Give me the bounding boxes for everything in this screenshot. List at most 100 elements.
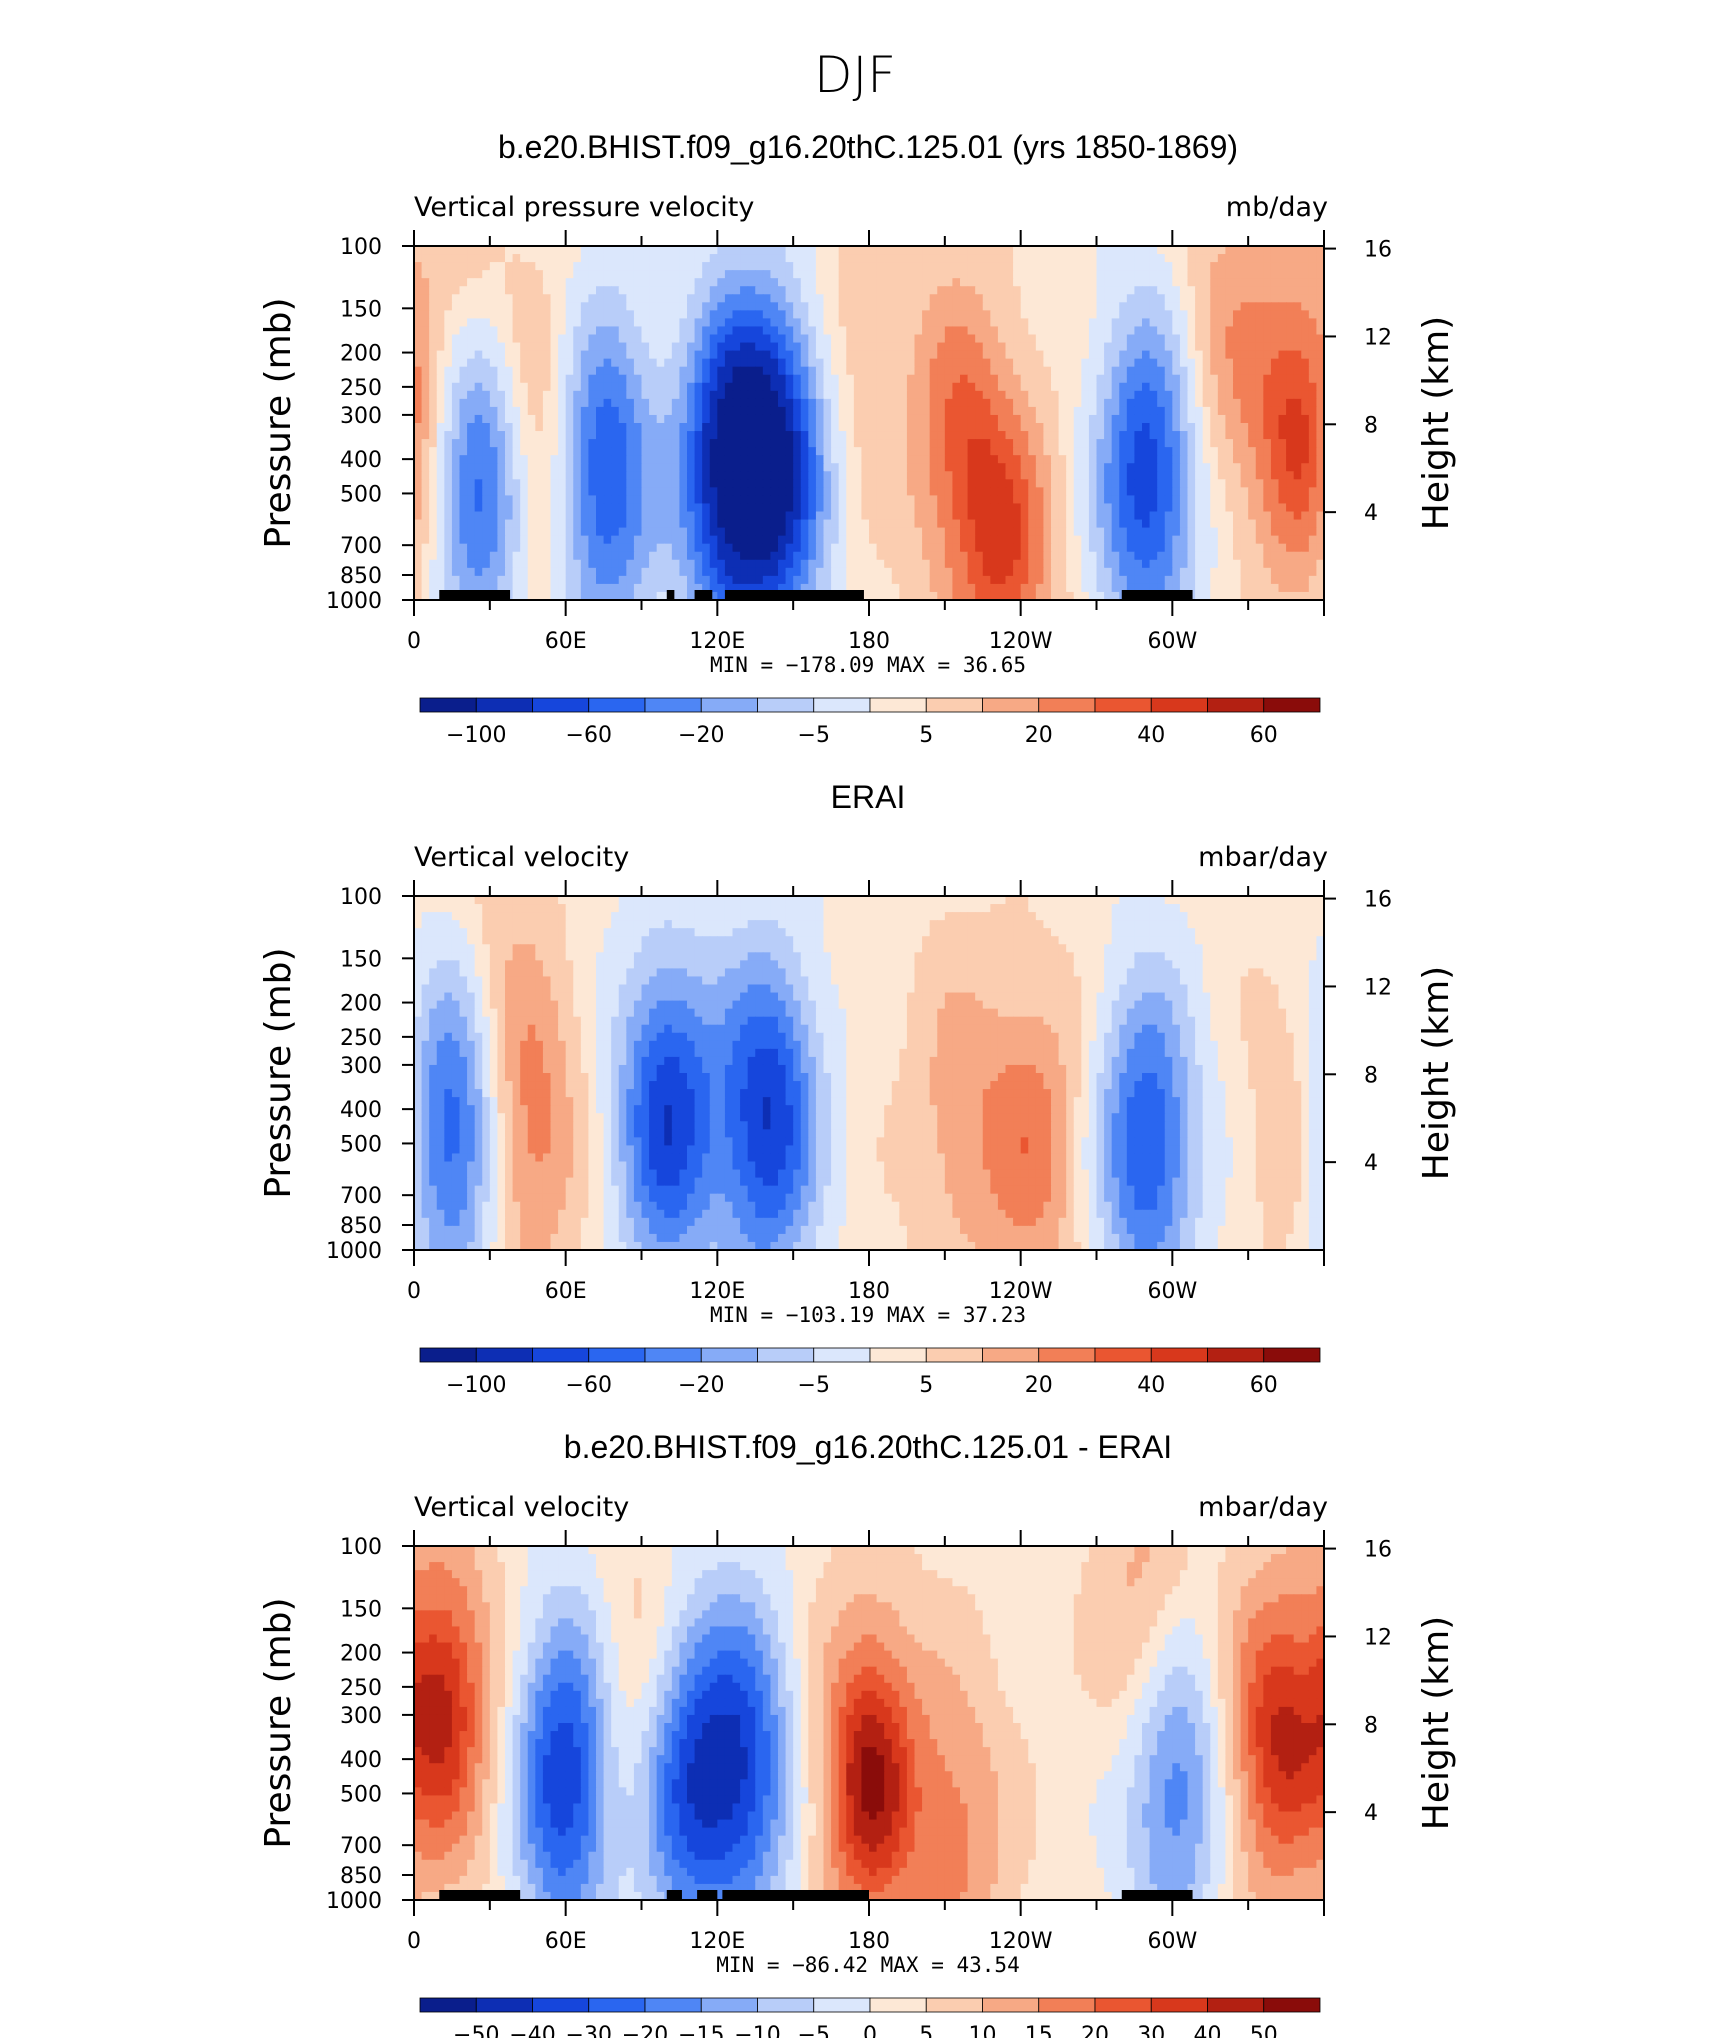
field-cell bbox=[1278, 567, 1287, 577]
field-cell bbox=[808, 278, 817, 287]
field-cell bbox=[1066, 310, 1075, 320]
field-cell bbox=[770, 423, 779, 432]
field-cell bbox=[876, 414, 885, 424]
field-cell bbox=[596, 503, 605, 513]
field-cell bbox=[596, 423, 605, 432]
field-cell bbox=[497, 535, 506, 545]
field-cell bbox=[1081, 495, 1090, 505]
field-cell bbox=[808, 342, 817, 352]
field-cell bbox=[1066, 543, 1075, 553]
field-cell bbox=[1202, 262, 1211, 271]
field-cell bbox=[1293, 519, 1302, 529]
field-cell bbox=[937, 270, 946, 279]
field-cell bbox=[990, 447, 999, 456]
field-cell bbox=[679, 431, 688, 440]
field-cell bbox=[1263, 382, 1272, 392]
field-cell bbox=[1035, 535, 1045, 545]
field-cell bbox=[573, 543, 582, 553]
field-cell bbox=[573, 527, 582, 537]
field-cell bbox=[1316, 310, 1324, 320]
field-cell bbox=[899, 559, 908, 569]
field-cell bbox=[838, 382, 847, 392]
field-cell bbox=[709, 423, 718, 432]
field-cell bbox=[1217, 374, 1227, 384]
field-cell bbox=[1270, 439, 1280, 448]
field-cell bbox=[793, 495, 802, 505]
field-cell bbox=[535, 366, 544, 376]
field-cell bbox=[747, 262, 756, 271]
field-cell bbox=[588, 559, 597, 569]
field-cell bbox=[649, 286, 658, 295]
field-cell bbox=[414, 519, 423, 529]
field-cell bbox=[808, 455, 817, 464]
field-cell bbox=[451, 334, 461, 344]
field-cell bbox=[429, 439, 438, 448]
field-cell bbox=[1142, 511, 1151, 521]
field-cell bbox=[542, 294, 552, 303]
field-cell bbox=[558, 495, 567, 505]
field-cell bbox=[497, 559, 506, 569]
field-cell bbox=[990, 519, 999, 529]
field-cell bbox=[414, 495, 423, 505]
field-cell bbox=[1210, 567, 1219, 577]
field-cell bbox=[1149, 471, 1158, 480]
field-cell bbox=[937, 310, 946, 320]
field-cell bbox=[1248, 270, 1257, 279]
field-cell bbox=[1210, 390, 1219, 400]
field-cell bbox=[641, 254, 650, 263]
field-cell bbox=[876, 350, 885, 360]
field-cell bbox=[732, 382, 741, 392]
field-cell bbox=[656, 246, 665, 255]
field-cell bbox=[960, 406, 969, 416]
field-cell bbox=[1157, 294, 1166, 303]
field-cell bbox=[914, 543, 923, 553]
field-cell bbox=[565, 262, 574, 271]
field-cell bbox=[997, 278, 1007, 287]
field-cell bbox=[626, 406, 635, 416]
field-cell bbox=[876, 334, 885, 344]
field-cell bbox=[1233, 302, 1242, 311]
field-cell bbox=[1293, 414, 1302, 424]
field-cell bbox=[505, 551, 514, 561]
field-cell bbox=[838, 270, 847, 279]
field-cell bbox=[1233, 334, 1242, 344]
field-cell bbox=[740, 519, 749, 529]
field-cell bbox=[1217, 278, 1227, 287]
field-cell bbox=[1316, 414, 1324, 424]
field-cell bbox=[694, 254, 703, 263]
field-cell bbox=[732, 270, 741, 279]
field-cell bbox=[906, 519, 916, 529]
field-cell bbox=[505, 398, 514, 408]
field-cell bbox=[831, 334, 840, 344]
field-cell bbox=[1210, 382, 1219, 392]
field-cell bbox=[618, 270, 627, 279]
field-cell bbox=[1051, 374, 1060, 384]
field-cell bbox=[1195, 414, 1204, 424]
field-cell bbox=[1202, 254, 1211, 263]
field-cell bbox=[1248, 511, 1257, 521]
field-cell bbox=[922, 246, 931, 255]
field-cell bbox=[929, 495, 938, 505]
field-cell bbox=[755, 382, 764, 392]
field-cell bbox=[960, 487, 969, 497]
field-cell bbox=[1263, 366, 1272, 376]
field-cell bbox=[1293, 495, 1302, 505]
field-cell bbox=[512, 262, 521, 271]
field-cell bbox=[747, 495, 756, 505]
field-cell bbox=[1202, 527, 1211, 537]
field-cell bbox=[1157, 278, 1166, 287]
field-cell bbox=[550, 262, 559, 271]
field-cell bbox=[869, 495, 878, 505]
field-cell bbox=[1020, 374, 1029, 384]
field-cell bbox=[755, 254, 764, 263]
field-cell bbox=[505, 406, 514, 416]
field-cell bbox=[906, 390, 916, 400]
field-cell bbox=[1172, 423, 1181, 432]
field-cell bbox=[800, 551, 809, 561]
field-cell bbox=[997, 471, 1007, 480]
field-cell bbox=[967, 511, 976, 521]
field-cell bbox=[800, 326, 809, 336]
field-cell bbox=[967, 366, 976, 376]
field-cell bbox=[869, 503, 878, 513]
field-cell bbox=[474, 414, 483, 424]
